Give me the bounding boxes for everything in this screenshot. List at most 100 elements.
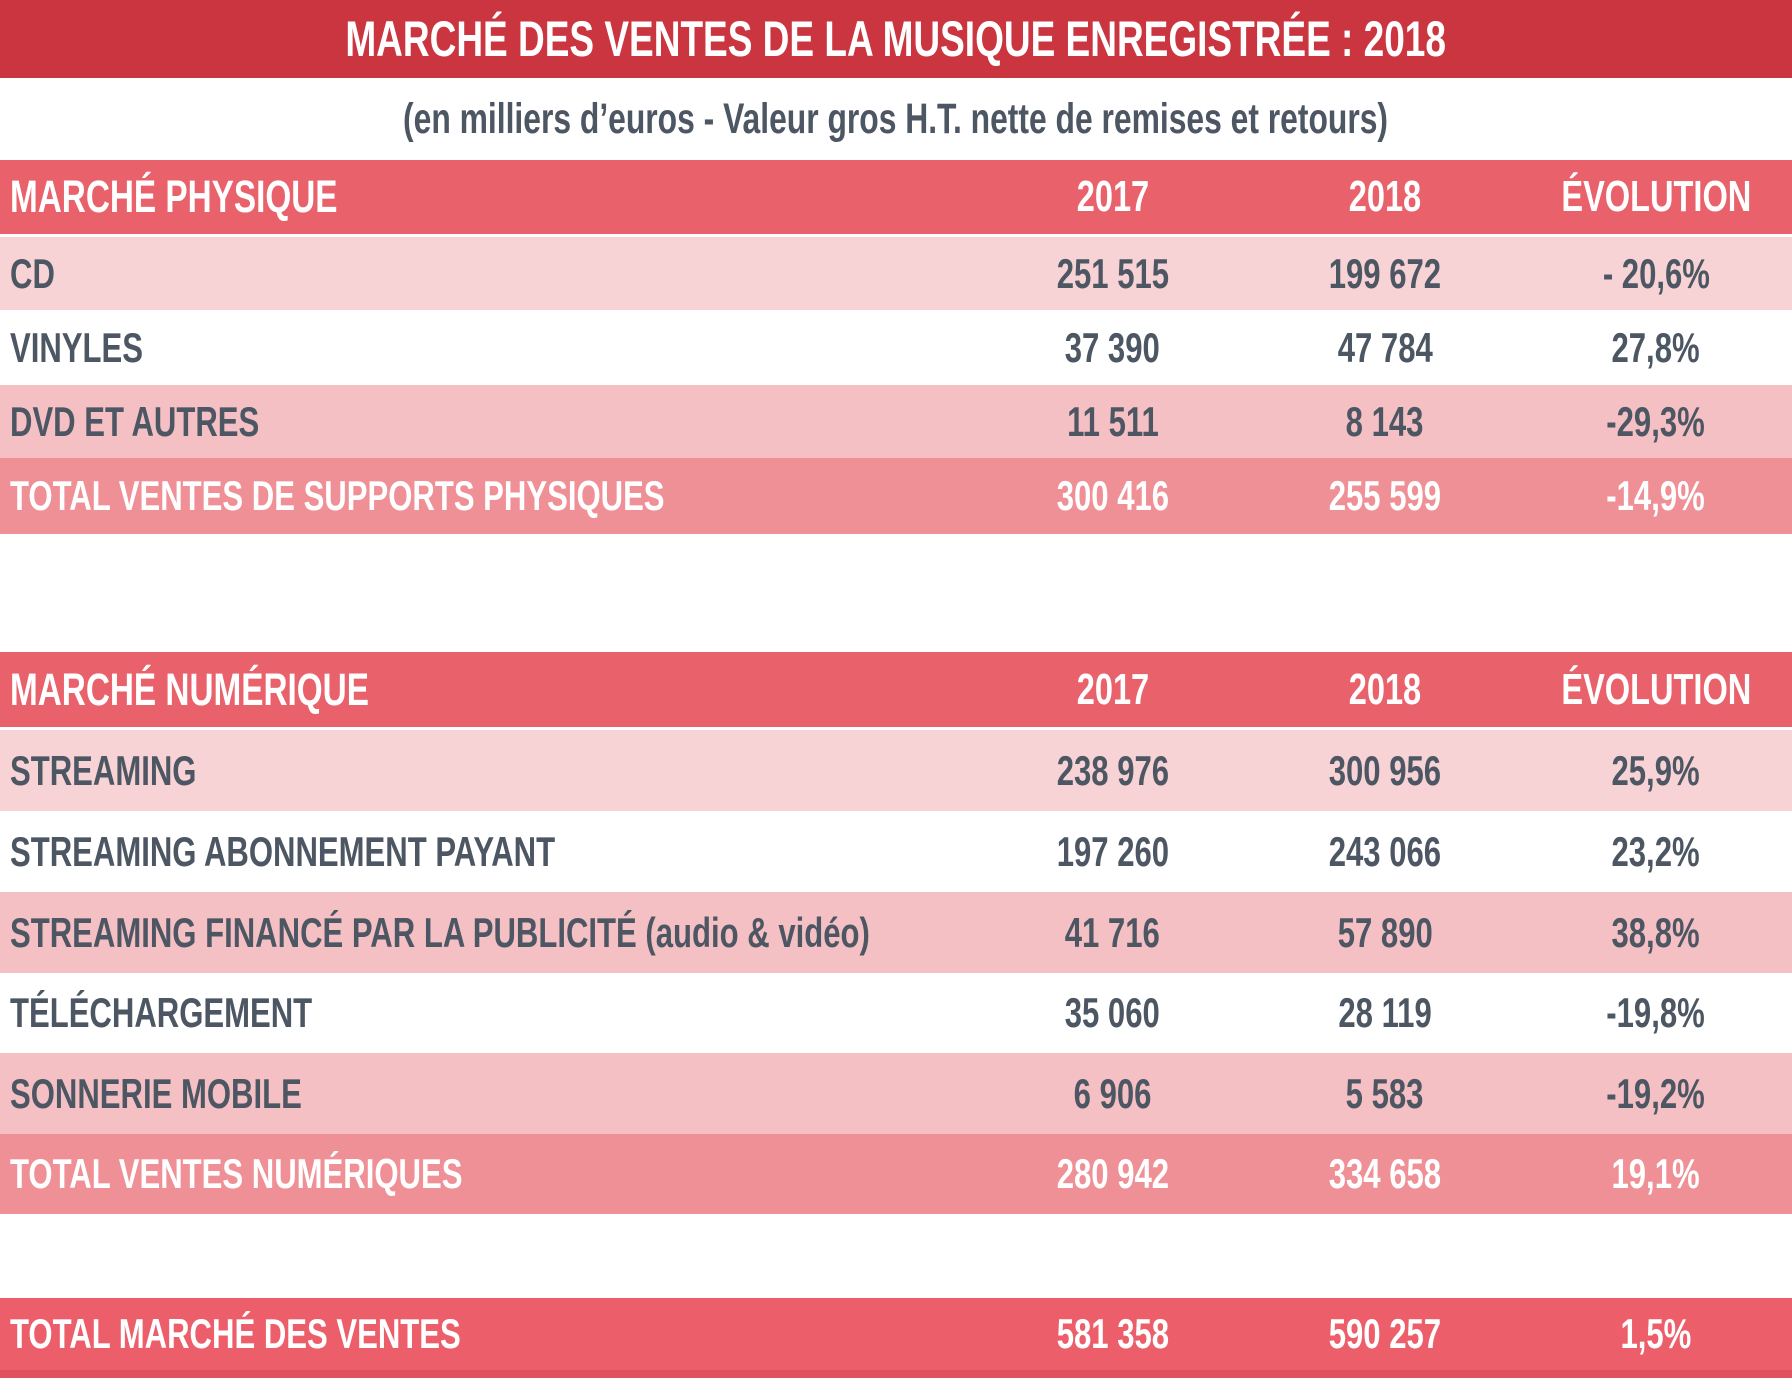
row-label: SONNERIE MOBILE bbox=[0, 1053, 975, 1134]
row-label: TÉLÉCHARGEMENT bbox=[0, 973, 975, 1053]
cell-2018: 57 890 bbox=[1250, 892, 1520, 973]
cell-2018: 255 599 bbox=[1250, 458, 1520, 534]
cell-evolution: 23,2% bbox=[1520, 811, 1792, 892]
digital-total-row: TOTAL VENTES NUMÉRIQUES 280 942 334 658 … bbox=[0, 1134, 1792, 1214]
cell-evolution: 19,1% bbox=[1520, 1134, 1792, 1214]
cell-2018-text: 334 658 bbox=[1328, 1150, 1442, 1197]
cell-evolution-text: 23,2% bbox=[1611, 827, 1701, 875]
row-label-text: TOTAL VENTES DE SUPPORTS PHYSIQUES bbox=[10, 472, 665, 519]
cell-2017-text: 251 515 bbox=[1056, 249, 1169, 297]
cell-evolution: - 20,6% bbox=[1520, 237, 1792, 310]
cell-2017: 280 942 bbox=[975, 1134, 1250, 1214]
digital-market-table: MARCHÉ NUMÉRIQUE 2017 2018 ÉVOLUTION STR… bbox=[0, 652, 1792, 1214]
cell-2018-text: 243 066 bbox=[1328, 827, 1442, 875]
section-title: MARCHÉ PHYSIQUE bbox=[0, 160, 975, 234]
bottom-accent-bar bbox=[0, 1370, 1792, 1378]
row-label-text: STREAMING FINANCÉ PAR LA PUBLICITÉ (audi… bbox=[10, 908, 870, 956]
row-label-text: STREAMING ABONNEMENT PAYANT bbox=[10, 827, 556, 875]
cell-evolution-text: - 20,6% bbox=[1602, 249, 1710, 297]
row-label: CD bbox=[0, 237, 975, 310]
section-title: MARCHÉ NUMÉRIQUE bbox=[0, 652, 975, 727]
physical-total-row: TOTAL VENTES DE SUPPORTS PHYSIQUES 300 4… bbox=[0, 458, 1792, 534]
table-row-telechargement: TÉLÉCHARGEMENT 35 060 28 119 -19,8% bbox=[0, 973, 1792, 1053]
cell-2017-text: 41 716 bbox=[1064, 908, 1161, 956]
row-label: TOTAL MARCHÉ DES VENTES bbox=[0, 1298, 975, 1370]
column-header-2018-text: 2018 bbox=[1348, 664, 1422, 714]
column-header-2017: 2017 bbox=[975, 652, 1250, 727]
cell-2017: 581 358 bbox=[975, 1298, 1250, 1370]
row-label-text: VINYLES bbox=[10, 323, 143, 371]
row-label: VINYLES bbox=[0, 310, 975, 385]
row-label: DVD ET AUTRES bbox=[0, 385, 975, 458]
physical-header-row: MARCHÉ PHYSIQUE 2017 2018 ÉVOLUTION bbox=[0, 160, 1792, 237]
table-row-vinyles: VINYLES 37 390 47 784 27,8% bbox=[0, 310, 1792, 385]
cell-2017: 37 390 bbox=[975, 310, 1250, 385]
row-label-text: SONNERIE MOBILE bbox=[10, 1069, 302, 1117]
cell-2017: 238 976 bbox=[975, 730, 1250, 811]
cell-2018-text: 8 143 bbox=[1346, 397, 1424, 445]
cell-evolution-text: 38,8% bbox=[1611, 908, 1701, 956]
cell-2017: 300 416 bbox=[975, 458, 1250, 534]
cell-evolution-text: -19,2% bbox=[1606, 1069, 1706, 1117]
cell-2017: 197 260 bbox=[975, 811, 1250, 892]
cell-2017-text: 35 060 bbox=[1064, 989, 1161, 1036]
cell-2018: 590 257 bbox=[1250, 1298, 1520, 1370]
column-header-2018: 2018 bbox=[1250, 652, 1520, 727]
cell-2018-text: 255 599 bbox=[1328, 472, 1442, 519]
row-label: TOTAL VENTES DE SUPPORTS PHYSIQUES bbox=[0, 458, 975, 534]
row-label: STREAMING bbox=[0, 730, 975, 811]
cell-2018: 243 066 bbox=[1250, 811, 1520, 892]
cell-2017: 6 906 bbox=[975, 1053, 1250, 1134]
cell-2017: 11 511 bbox=[975, 385, 1250, 458]
table-row-streaming-publicite: STREAMING FINANCÉ PAR LA PUBLICITÉ (audi… bbox=[0, 892, 1792, 973]
cell-2018: 8 143 bbox=[1250, 385, 1520, 458]
page-title: MARCHÉ DES VENTES DE LA MUSIQUE ENREGIST… bbox=[345, 11, 1447, 67]
cell-2017-text: 238 976 bbox=[1056, 746, 1169, 794]
cell-evolution-text: -19,8% bbox=[1606, 989, 1706, 1036]
cell-evolution-text: -29,3% bbox=[1606, 397, 1706, 445]
cell-2018-text: 590 257 bbox=[1328, 1310, 1442, 1357]
cell-2018: 300 956 bbox=[1250, 730, 1520, 811]
cell-evolution-text: -14,9% bbox=[1606, 472, 1706, 519]
column-header-2018: 2018 bbox=[1250, 160, 1520, 234]
cell-2017-text: 11 511 bbox=[1066, 397, 1159, 445]
cell-2018: 199 672 bbox=[1250, 237, 1520, 310]
subtitle-text: (en milliers d’euros - Valeur gros H.T. … bbox=[403, 94, 1389, 143]
digital-header-row: MARCHÉ NUMÉRIQUE 2017 2018 ÉVOLUTION bbox=[0, 652, 1792, 730]
column-header-evolution: ÉVOLUTION bbox=[1520, 160, 1792, 234]
cell-2017-text: 581 358 bbox=[1056, 1310, 1169, 1357]
row-label-text: TOTAL MARCHÉ DES VENTES bbox=[10, 1310, 461, 1357]
cell-2018: 334 658 bbox=[1250, 1134, 1520, 1214]
cell-evolution: 1,5% bbox=[1520, 1298, 1792, 1370]
cell-evolution: -29,3% bbox=[1520, 385, 1792, 458]
cell-evolution-text: 1,5% bbox=[1620, 1310, 1692, 1357]
cell-2017: 41 716 bbox=[975, 892, 1250, 973]
cell-evolution: -14,9% bbox=[1520, 458, 1792, 534]
table-row-sonnerie-mobile: SONNERIE MOBILE 6 906 5 583 -19,2% bbox=[0, 1053, 1792, 1134]
cell-2018-text: 28 119 bbox=[1338, 989, 1432, 1036]
row-label-text: CD bbox=[10, 249, 55, 297]
row-label-text: STREAMING bbox=[10, 746, 197, 794]
table-row-cd: CD 251 515 199 672 - 20,6% bbox=[0, 237, 1792, 310]
cell-2018-text: 5 583 bbox=[1346, 1069, 1424, 1117]
table-row-streaming-abonnement: STREAMING ABONNEMENT PAYANT 197 260 243 … bbox=[0, 811, 1792, 892]
cell-2017-text: 300 416 bbox=[1056, 472, 1169, 519]
cell-2018-text: 199 672 bbox=[1328, 249, 1442, 297]
title-bar: MARCHÉ DES VENTES DE LA MUSIQUE ENREGIST… bbox=[0, 0, 1792, 78]
subtitle-row: (en milliers d’euros - Valeur gros H.T. … bbox=[0, 78, 1792, 160]
cell-2018-text: 47 784 bbox=[1337, 323, 1433, 371]
column-header-2017: 2017 bbox=[975, 160, 1250, 234]
table-row-streaming: STREAMING 238 976 300 956 25,9% bbox=[0, 730, 1792, 811]
cell-2017: 251 515 bbox=[975, 237, 1250, 310]
cell-evolution-text: 27,8% bbox=[1611, 323, 1701, 371]
cell-evolution: 25,9% bbox=[1520, 730, 1792, 811]
section-gap bbox=[0, 534, 1792, 652]
cell-evolution: -19,2% bbox=[1520, 1053, 1792, 1134]
physical-market-table: MARCHÉ PHYSIQUE 2017 2018 ÉVOLUTION CD 2… bbox=[0, 160, 1792, 534]
cell-2018: 47 784 bbox=[1250, 310, 1520, 385]
cell-2018-text: 57 890 bbox=[1337, 908, 1433, 956]
column-header-2017-text: 2017 bbox=[1076, 172, 1149, 221]
table-row-dvd: DVD ET AUTRES 11 511 8 143 -29,3% bbox=[0, 385, 1792, 458]
column-header-2018-text: 2018 bbox=[1348, 172, 1422, 221]
cell-2018: 5 583 bbox=[1250, 1053, 1520, 1134]
